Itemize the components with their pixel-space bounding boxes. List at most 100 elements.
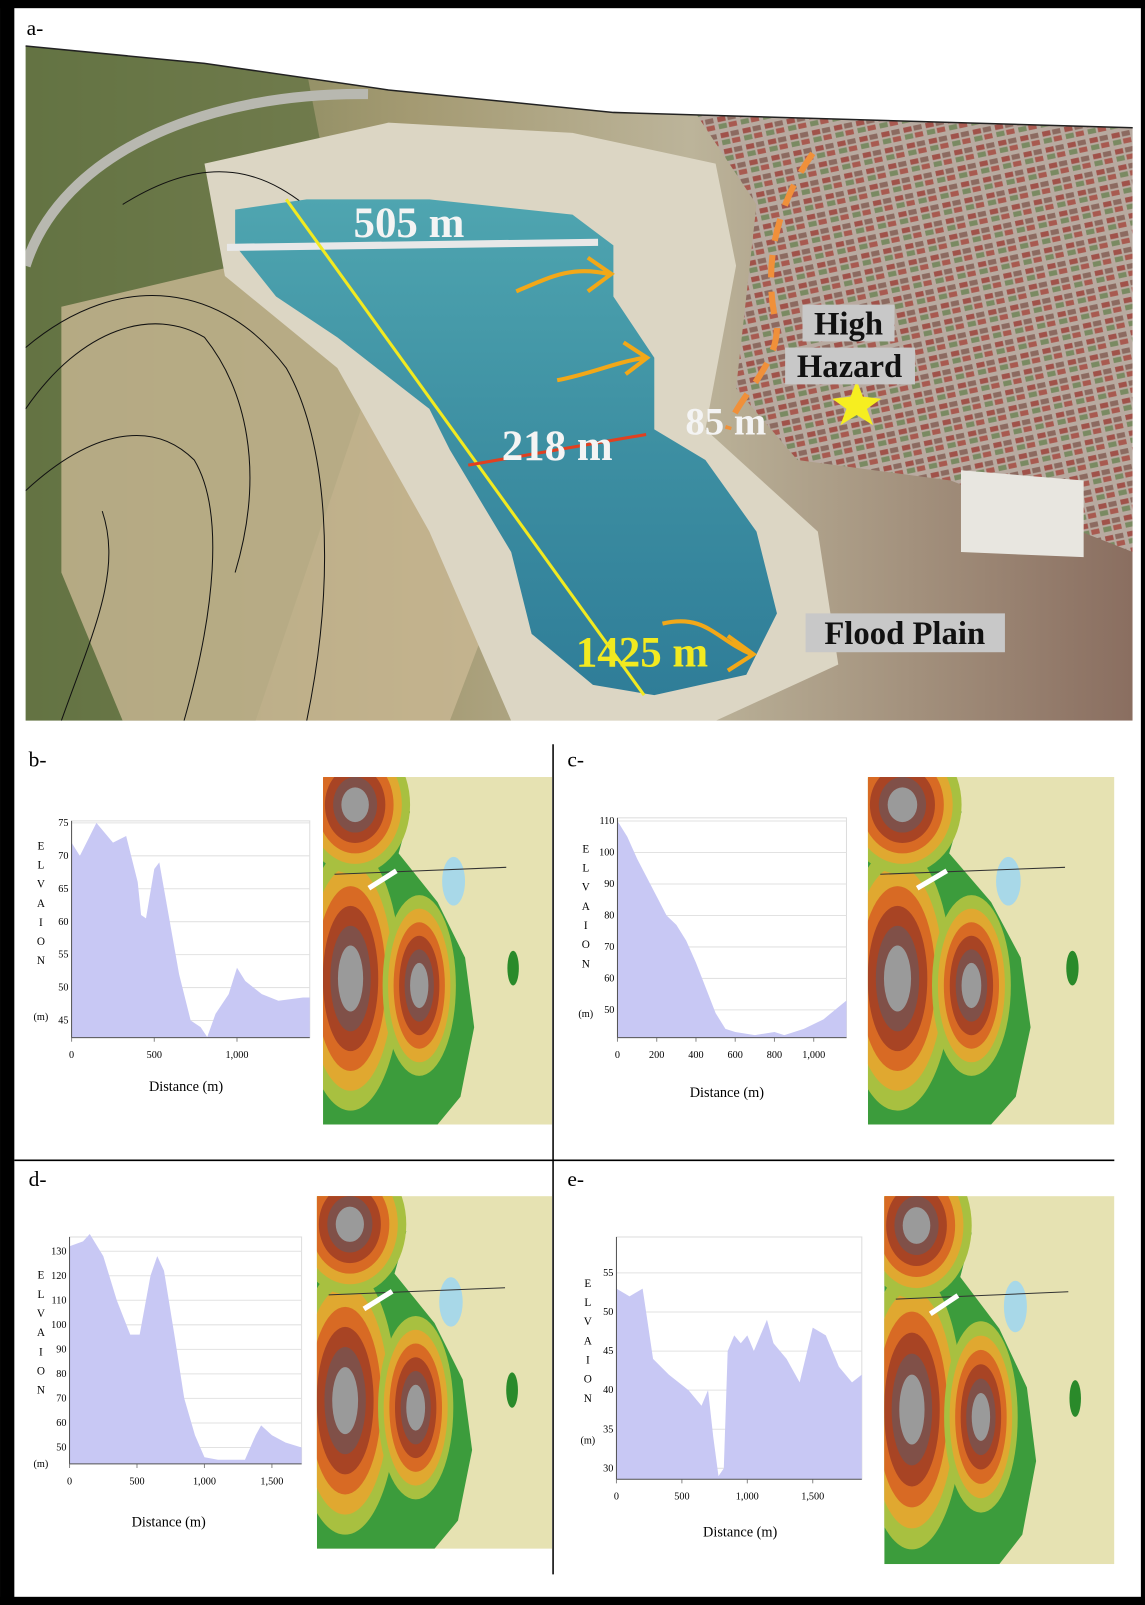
x-tick-label: 0 [614,1492,619,1503]
y-tick-label: 70 [604,942,614,953]
annotation: 85 m [685,400,766,443]
panel-label: e- [567,1167,584,1191]
y-tick-label: 40 [603,1385,613,1396]
panel-label: c- [567,748,584,772]
x-tick-label: 500 [129,1476,144,1487]
y-tick-label: 55 [58,950,68,961]
dem-veg [507,951,518,986]
x-tick-label: 500 [147,1050,162,1061]
dem-map [293,1154,552,1549]
dem-layers [861,1152,1114,1564]
dem-contour [410,963,428,1008]
annotation: Flood Plain [824,616,985,652]
y-tick-label: 70 [56,1393,66,1404]
y-tick-label: 60 [58,917,68,928]
y-tick-label: 50 [56,1443,66,1454]
y-tick-label: 60 [56,1418,66,1429]
dem-water [439,1277,463,1326]
dem-map [843,735,1114,1124]
x-axis-label: Distance (m) [690,1085,764,1101]
y-tick-label: 65 [58,884,68,895]
annotation: High [814,306,883,342]
dem-veg [1066,951,1078,986]
x-tick-label: 1,000 [193,1476,216,1487]
frame [0,0,1145,8]
panel-label: a- [27,16,44,40]
x-tick-label: 1,500 [260,1476,283,1487]
y-axis-unit: (m) [580,1435,595,1446]
y-tick-label: 50 [604,1005,614,1016]
y-tick-label: 80 [56,1369,66,1380]
dem-map [300,735,552,1124]
y-tick-label: 50 [58,983,68,994]
panel-label: b- [29,748,47,772]
y-axis-unit: (m) [34,1012,49,1023]
dem-veg [1069,1380,1081,1417]
y-tick-label: 75 [58,818,68,829]
y-axis-unit: (m) [34,1459,49,1470]
y-tick-label: 110 [52,1295,67,1306]
y-tick-label: 35 [603,1424,613,1435]
x-tick-label: 1,000 [225,1050,248,1061]
x-tick-label: 0 [69,1050,74,1061]
x-tick-label: 200 [649,1050,664,1061]
y-tick-label: 55 [603,1268,613,1279]
y-tick-label: 45 [603,1346,613,1357]
y-tick-label: 130 [51,1246,66,1257]
annotation: Hazard [797,349,902,385]
x-tick-label: 800 [767,1050,782,1061]
y-tick-label: 110 [599,816,614,827]
y-tick-label: 100 [599,848,614,859]
x-tick-label: 500 [674,1492,689,1503]
x-tick-label: 600 [728,1050,743,1061]
x-tick-label: 0 [67,1476,72,1487]
dem-layers [293,1154,552,1549]
panel-label: d- [29,1167,47,1191]
x-axis-label: Distance (m) [703,1525,777,1541]
dem-contour [884,946,911,1012]
dem-contour [338,946,363,1012]
x-axis-label: Distance (m) [132,1514,206,1530]
x-axis-label: Distance (m) [149,1079,223,1095]
dem-map [861,1152,1114,1564]
dem-contour [899,1375,924,1445]
x-tick-label: 1,500 [801,1492,824,1503]
y-tick-label: 80 [604,911,614,922]
dem-contour [336,1207,364,1242]
x-tick-label: 0 [615,1050,620,1061]
x-tick-label: 1,000 [802,1050,825,1061]
dem-water [1004,1281,1027,1333]
x-tick-label: 400 [688,1050,703,1061]
dem-layers [843,735,1114,1124]
dem-contour [332,1367,358,1434]
y-tick-label: 90 [56,1344,66,1355]
dem-contour [962,963,982,1008]
annotation: 505 m [353,200,464,247]
dem-layers [300,735,552,1124]
y-tick-label: 120 [51,1271,66,1282]
dem-water [442,857,465,906]
dem-contour [888,787,918,822]
y-tick-label: 50 [603,1307,613,1318]
x-tick-label: 1,000 [736,1492,759,1503]
dem-contour [972,1393,990,1441]
y-tick-label: 30 [603,1463,613,1474]
dem-veg [506,1372,518,1407]
y-tick-label: 100 [51,1320,66,1331]
dem-contour [406,1385,425,1431]
y-axis-label: ELVAION [582,1278,594,1412]
y-axis-unit: (m) [578,1009,593,1020]
figure: a- 505 m 218 m 85 m 1425 m High Hazard F… [0,0,1145,1605]
y-tick-label: 60 [604,973,614,984]
frame [0,0,14,1605]
dem-contour [341,787,368,822]
y-axis-label: ELVAION [35,840,47,974]
dem-contour [903,1207,931,1244]
frame [0,1597,1145,1605]
annotation: 1425 m [576,630,709,677]
y-axis-label: ELVAION [35,1270,47,1404]
y-tick-label: 70 [58,851,68,862]
frame [1141,0,1145,1605]
dem-water [996,857,1021,906]
annotation: 218 m [502,423,613,470]
